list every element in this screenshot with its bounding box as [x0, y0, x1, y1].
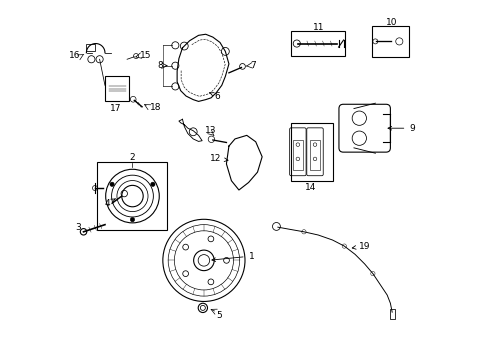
Text: 7: 7 [250, 61, 256, 70]
Circle shape [151, 182, 155, 186]
Bar [390, 309, 395, 319]
Bar [310, 140, 320, 170]
Text: 17: 17 [110, 104, 122, 113]
Text: 11: 11 [313, 23, 324, 32]
Bar [292, 31, 345, 56]
Text: 13: 13 [205, 126, 217, 135]
Text: 18: 18 [150, 103, 162, 112]
Text: 10: 10 [386, 18, 397, 27]
Circle shape [130, 217, 135, 222]
Text: 5: 5 [216, 311, 222, 320]
Text: 16: 16 [69, 51, 80, 60]
Text: 2: 2 [130, 153, 135, 162]
Text: 19: 19 [352, 242, 370, 251]
Text: 8: 8 [157, 61, 163, 70]
Text: 15: 15 [140, 51, 152, 60]
Bar [293, 140, 303, 170]
Circle shape [110, 182, 114, 186]
Bar [98, 162, 168, 230]
Bar [105, 76, 129, 101]
Bar [372, 26, 409, 57]
Text: 4: 4 [104, 199, 115, 208]
Text: 14: 14 [305, 183, 316, 192]
Text: 12: 12 [210, 154, 228, 163]
Text: 3: 3 [75, 222, 81, 231]
Bar [86, 44, 95, 51]
Text: 6: 6 [209, 91, 220, 100]
Bar [291, 123, 333, 181]
Text: 9: 9 [388, 124, 415, 133]
Text: 1: 1 [212, 252, 254, 261]
